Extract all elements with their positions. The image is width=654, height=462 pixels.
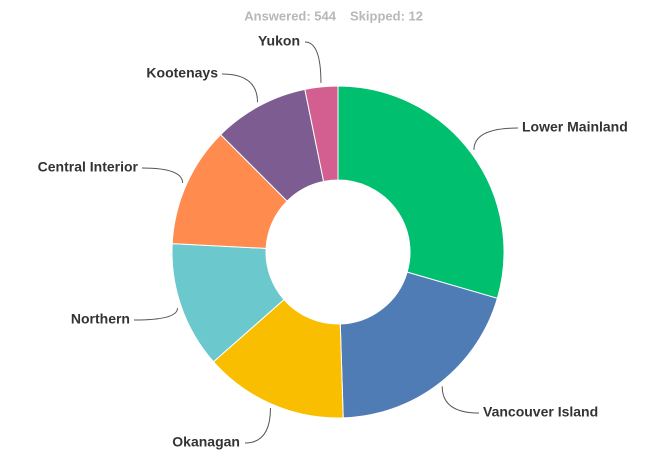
slice-label: Northern [71, 311, 130, 327]
slice-label: Yukon [258, 33, 300, 49]
answered-count: Answered: 544 [244, 8, 337, 23]
leader-line [141, 167, 184, 184]
skipped-count: Skipped: 12 [350, 8, 423, 23]
donut-slice [339, 271, 499, 419]
slice-label: Kootenays [146, 65, 218, 81]
donut-slice [337, 85, 505, 299]
donut-slice [212, 298, 344, 419]
leader-line [244, 408, 271, 444]
leader-line [441, 386, 480, 414]
slice-label: Central Interior [38, 159, 139, 175]
slice-label: Lower Mainland [522, 119, 628, 135]
leader-line [221, 73, 259, 103]
donut-slice [304, 85, 339, 183]
leader-line [133, 307, 179, 321]
slice-label: Okanagan [172, 434, 240, 450]
leader-line [304, 41, 322, 83]
leader-line [473, 127, 519, 150]
slice-label: Vancouver Island [483, 404, 598, 420]
